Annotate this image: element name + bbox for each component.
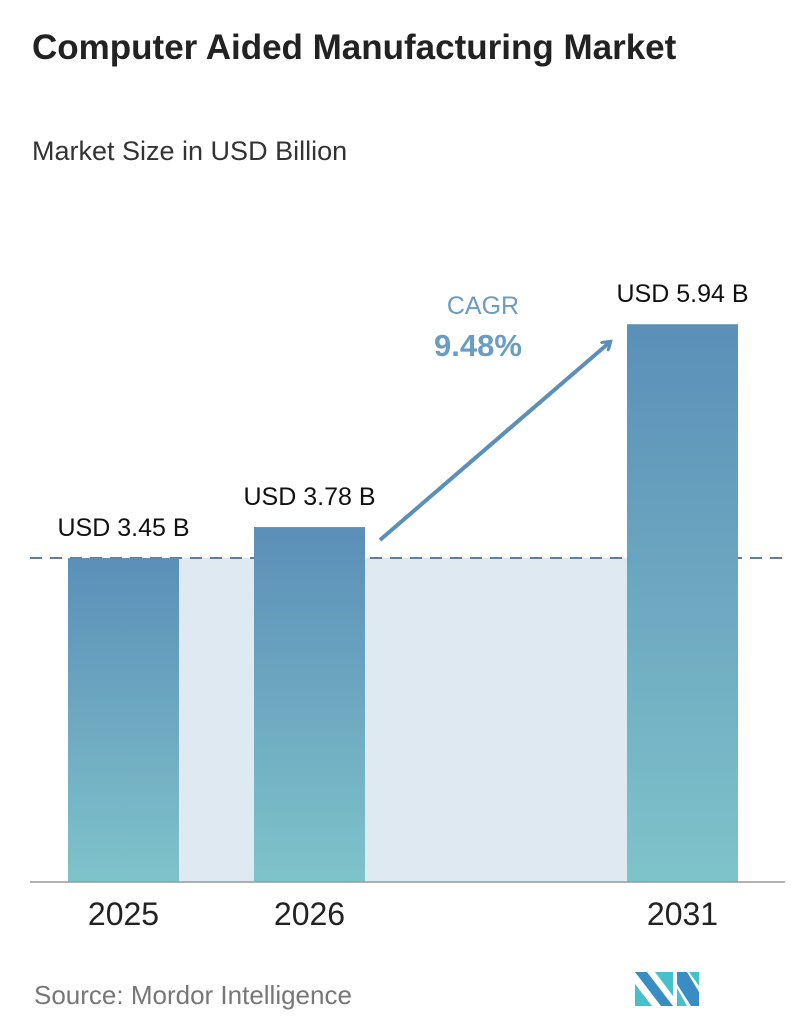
chart-subtitle: Market Size in USD Billion	[32, 136, 348, 166]
bar-2025	[68, 558, 179, 882]
cagr-value: 9.48%	[434, 328, 522, 363]
mordor-logo	[635, 972, 699, 1006]
data-label-2025: USD 3.45 B	[57, 514, 189, 542]
x-tick-2026: 2026	[274, 896, 345, 932]
x-tick-2031: 2031	[647, 896, 718, 932]
bar-2026	[254, 527, 365, 882]
shaded-band	[179, 558, 627, 882]
chart-title: Computer Aided Manufacturing Market	[32, 28, 677, 67]
cagr-arrow	[378, 342, 610, 542]
data-label-2031: USD 5.94 B	[616, 280, 748, 308]
data-label-2026: USD 3.78 B	[243, 483, 375, 511]
cagr-label: CAGR	[447, 292, 519, 320]
x-tick-2025: 2025	[88, 896, 159, 932]
bar-2031	[627, 324, 738, 882]
source-text: Source: Mordor Intelligence	[34, 980, 352, 1010]
